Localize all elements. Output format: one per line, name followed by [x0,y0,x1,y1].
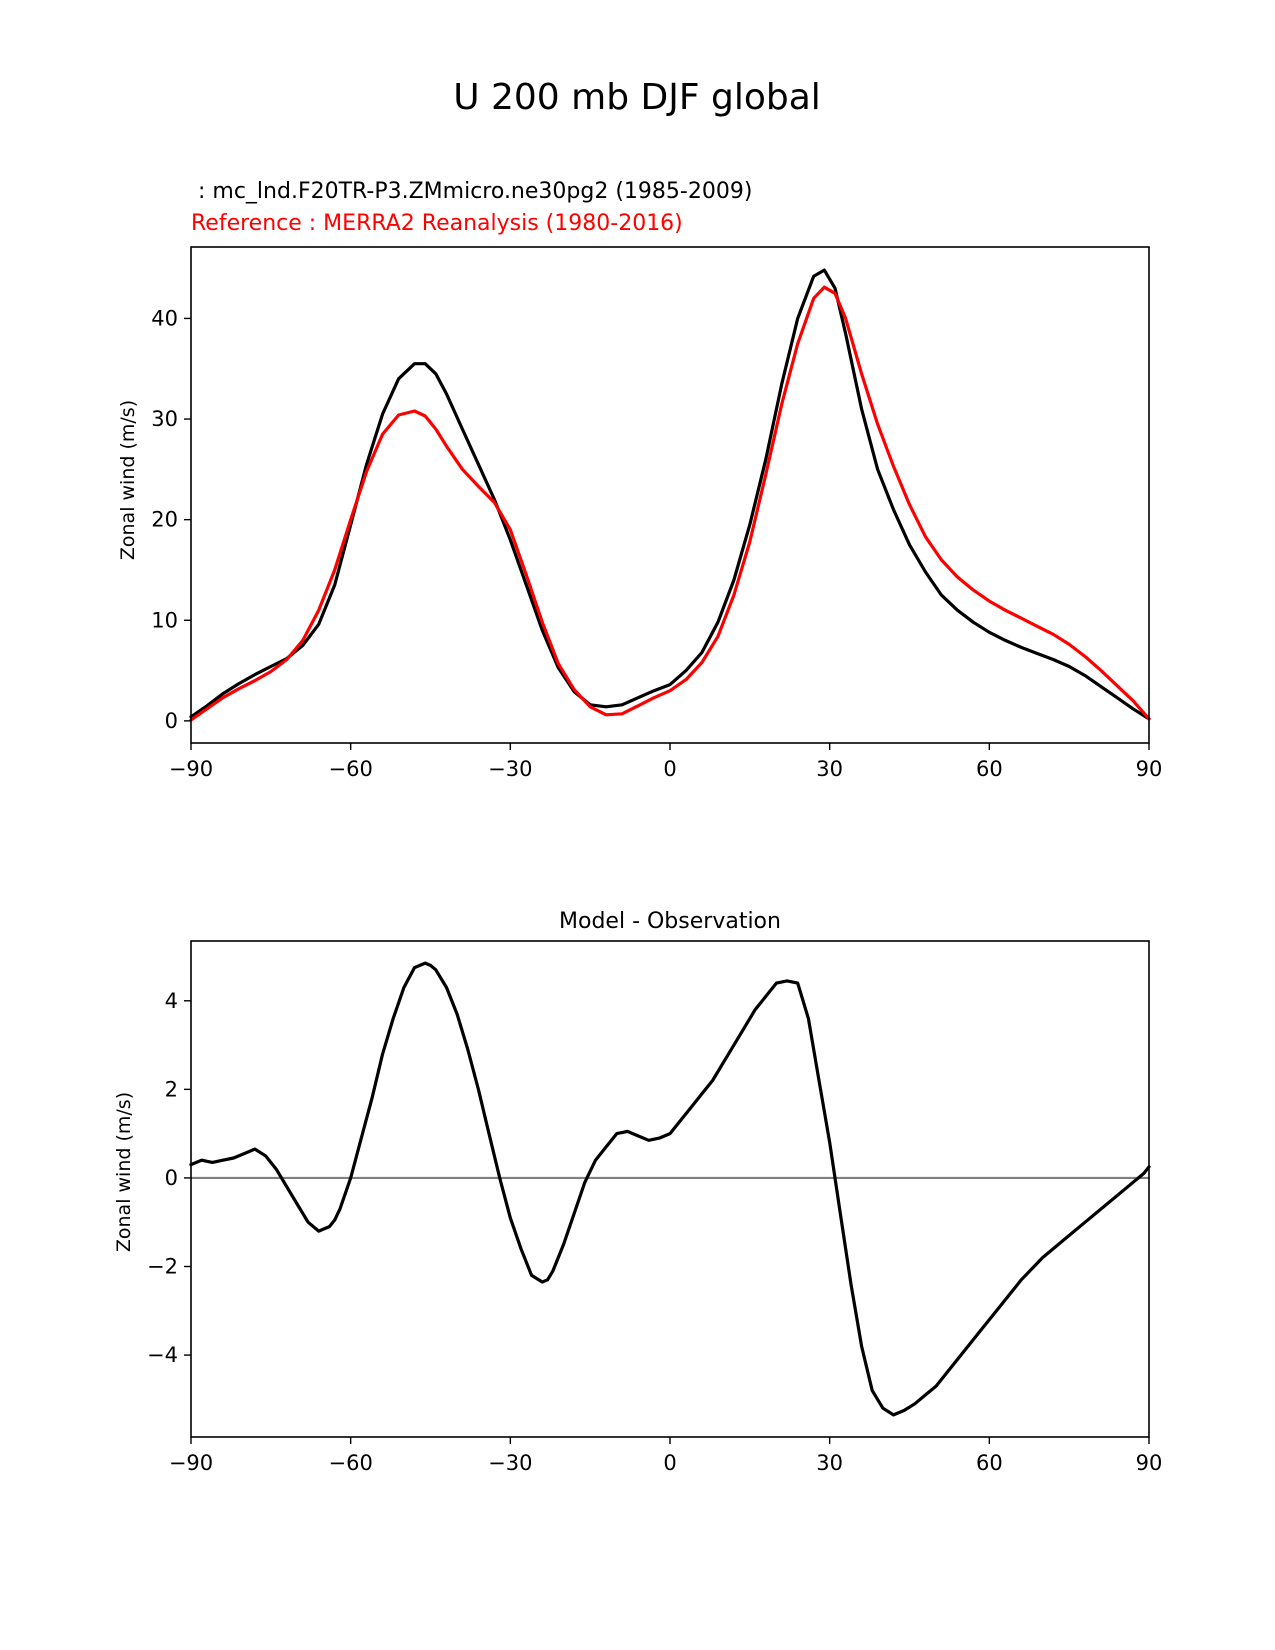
top-panel-series-reference [189,285,1151,722]
bottom-panel-axes-frame [190,940,1150,1438]
top-panel-xtick-label: 90 [1136,757,1163,781]
top-panel-model-title: : mc_lnd.F20TR-P3.ZMmicro.ne30pg2 (1985-… [191,179,752,204]
bottom-panel-xtick-label: −90 [169,1451,213,1475]
bottom-panel: Model - Observation Zonal wind (m/s) −90… [113,909,1162,1475]
bottom-panel-ytick-label: 4 [165,989,178,1013]
bottom-panel-xtick-label: 30 [816,1451,843,1475]
figure-title: U 200 mb DJF global [453,77,821,118]
top-panel-ytick-label: 40 [151,306,178,330]
bottom-panel-ylabel: Zonal wind (m/s) [113,1092,135,1252]
bottom-panel-ytick-label: 2 [165,1077,178,1101]
bottom-panel-title: Model - Observation [559,909,781,934]
top-panel-ytick-label: 0 [165,709,178,733]
top-panel-xtick-label: 30 [816,757,843,781]
top-panel-xtick-label: −30 [488,757,532,781]
bottom-panel-series-difference [189,961,1151,1417]
top-panel-ylabel: Zonal wind (m/s) [117,400,139,560]
bottom-panel-ytick-label: −2 [147,1255,178,1279]
top-panel-xtick-label: 60 [976,757,1003,781]
bottom-panel-ytick-label: 0 [165,1166,178,1190]
top-panel-reference-title: Reference : MERRA2 Reanalysis (1980-2016… [191,211,683,236]
bottom-panel-xtick-label: 0 [663,1451,676,1475]
bottom-panel-xtick-label: −60 [329,1451,373,1475]
bottom-panel-ytick-label: −4 [147,1343,178,1367]
top-panel-axes-frame [190,246,1150,744]
bottom-panel-xtick-label: 60 [976,1451,1003,1475]
top-panel-xtick-label: −60 [329,757,373,781]
top-panel-ytick-label: 10 [151,608,178,632]
top-panel-ytick-label: 20 [151,508,178,532]
bottom-panel-xtick-label: −30 [488,1451,532,1475]
top-panel-xtick-label: 0 [663,757,676,781]
top-panel: : mc_lnd.F20TR-P3.ZMmicro.ne30pg2 (1985-… [117,179,1162,781]
top-panel-xtick-label: −90 [169,757,213,781]
bottom-panel-xtick-label: 90 [1136,1451,1163,1475]
top-panel-ytick-label: 30 [151,407,178,431]
